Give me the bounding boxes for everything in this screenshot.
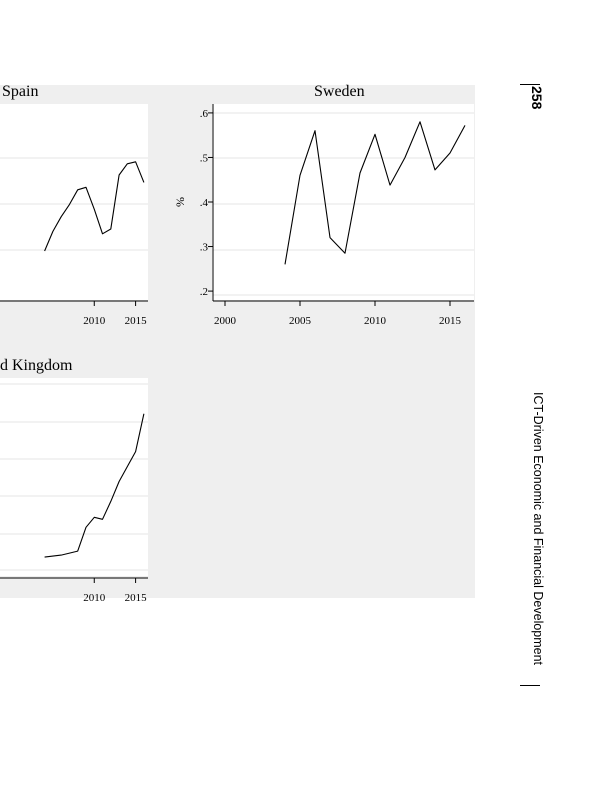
uk-point-2014	[127, 466, 128, 467]
uk-point-2004	[44, 557, 45, 558]
spain-point-2010	[94, 209, 95, 210]
spain-point-2006	[61, 216, 62, 217]
sweden-point-2015	[450, 153, 451, 154]
sweden-point-2009	[360, 173, 361, 174]
sweden-y-tick-label-.4: .4	[200, 197, 209, 209]
spain-point-2009	[85, 187, 86, 188]
sweden-point-2014	[435, 169, 436, 170]
uk-x-tick-label-2015: 2015	[125, 592, 148, 604]
uk-x-tick-label-2010: 2010	[83, 592, 106, 604]
spain-point-2005	[52, 231, 53, 232]
uk-point-2007	[69, 553, 70, 554]
sweden-y-tick-label-.5: .5	[200, 152, 209, 164]
page-number: 258	[529, 86, 545, 110]
sweden-point-2004	[285, 264, 286, 265]
uk-plot-area	[0, 378, 148, 576]
spain-point-2004	[44, 251, 45, 252]
sweden-point-2008	[345, 253, 346, 254]
spain-chart-title: Spain	[2, 83, 39, 100]
spain-x-tick-label-2015: 2015	[125, 315, 148, 327]
spain-point-2011	[102, 233, 103, 234]
sweden-plot-area	[212, 104, 474, 300]
running-header: ICT-Driven Economic and Financial Develo…	[531, 392, 545, 666]
uk-point-2010	[94, 517, 95, 518]
spain-point-2007	[69, 204, 70, 205]
top-rule	[520, 84, 540, 85]
spain-point-2013	[119, 175, 120, 176]
sweden-point-2005	[300, 175, 301, 176]
sweden-chart-title: Sweden	[314, 83, 365, 100]
sweden-x-tick-label-2010: 2010	[364, 315, 387, 327]
uk-point-2015	[135, 451, 136, 452]
uk-point-2011	[102, 519, 103, 520]
spain-point-2016	[143, 182, 144, 183]
sweden-x-tick-label-2015: 2015	[439, 315, 462, 327]
sweden-y-tick-label-.6: .6	[200, 108, 209, 120]
spain-point-2012	[110, 228, 111, 229]
sweden-y-axis-label: %	[173, 197, 187, 207]
spain-point-2008	[77, 189, 78, 190]
uk-point-2006	[61, 555, 62, 556]
uk-series-line	[44, 413, 145, 558]
sweden-y-tick-label-.3: .3	[200, 242, 209, 254]
bottom-rule	[520, 685, 540, 686]
sweden-y-tick-label-.2: .2	[200, 286, 208, 298]
uk-point-2005	[52, 556, 53, 557]
uk-chart-title: d Kingdom	[0, 357, 73, 374]
sweden-point-2007	[330, 237, 331, 238]
sweden-point-2013	[420, 121, 421, 122]
uk-point-2008	[77, 551, 78, 552]
sweden-point-2010	[375, 134, 376, 135]
uk-point-2012	[110, 501, 111, 502]
spain-series-line	[44, 161, 145, 252]
sweden-x-tick-label-2000: 2000	[214, 315, 237, 327]
spain-point-2015	[135, 161, 136, 162]
sweden-point-2012	[405, 157, 406, 158]
sweden-x-tick-label-2005: 2005	[289, 315, 312, 327]
uk-point-2013	[119, 481, 120, 482]
sweden-point-2006	[315, 130, 316, 131]
uk-point-2016	[143, 413, 144, 414]
sweden-series-line	[284, 121, 466, 265]
sweden-point-2011	[390, 185, 391, 186]
spain-point-2014	[127, 163, 128, 164]
sweden-point-2016	[465, 125, 466, 126]
spain-x-tick-label-2010: 2010	[83, 315, 106, 327]
uk-point-2009	[85, 527, 86, 528]
spain-plot-area	[0, 104, 148, 300]
